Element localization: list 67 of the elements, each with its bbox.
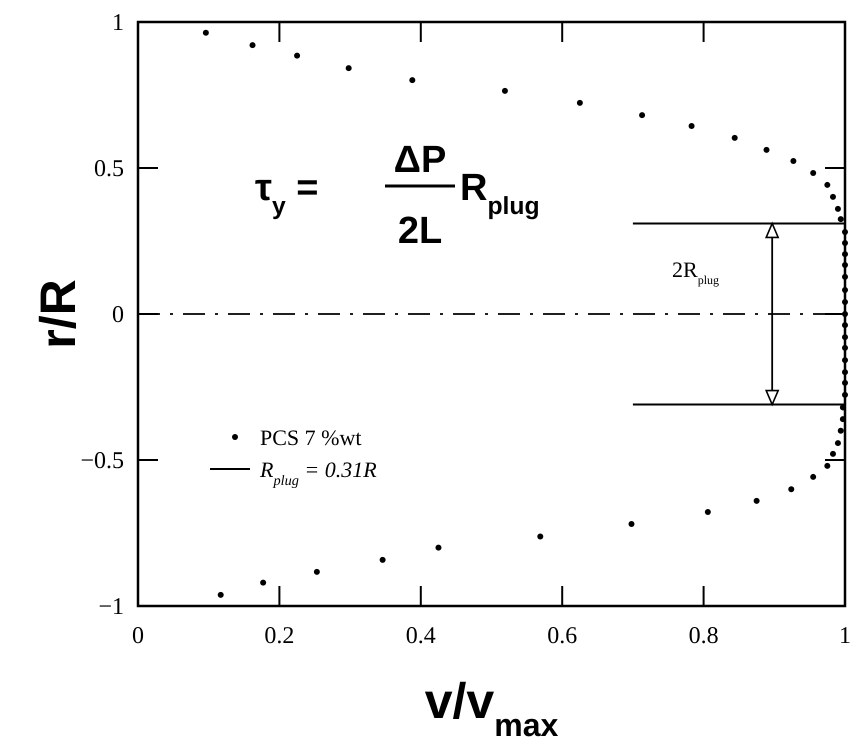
- point: [842, 380, 848, 386]
- point: [824, 462, 830, 469]
- point: [576, 100, 583, 106]
- point: [842, 392, 848, 398]
- y-axis-title: r/R: [30, 279, 86, 349]
- point: [810, 170, 816, 176]
- y-tick-label: −1: [98, 594, 124, 620]
- point: [639, 112, 646, 118]
- annotation: τ$_{y}$ =: [255, 167, 318, 220]
- point: [830, 450, 836, 457]
- point: [537, 534, 544, 540]
- point: [842, 240, 848, 246]
- point: [732, 134, 738, 141]
- point: [294, 52, 300, 59]
- point: [842, 357, 848, 364]
- point: [830, 194, 836, 200]
- point: [834, 440, 841, 446]
- point: [824, 182, 830, 188]
- x-tick-label: 0.4: [406, 623, 436, 649]
- point: [346, 65, 352, 72]
- point: [842, 334, 848, 340]
- point: [218, 592, 224, 598]
- point: [842, 262, 848, 268]
- annotation: 2R$_{plug}$: [672, 257, 720, 287]
- y-tick-label: 0: [112, 302, 124, 328]
- legend-label: PCS 7 %wt: [260, 425, 362, 450]
- x-tick-label: 0.6: [547, 623, 578, 649]
- point: [202, 30, 209, 36]
- point: [764, 146, 770, 153]
- point: [260, 580, 266, 586]
- annotation: 2L: [398, 210, 442, 252]
- point: [842, 251, 848, 258]
- legend-label: R$_{plug}$ = 0.31R: [259, 457, 378, 489]
- x-tick-label: 0: [132, 623, 144, 649]
- point: [842, 311, 848, 317]
- point: [810, 474, 816, 480]
- x-axis-title: v/v$_{max}$: [424, 673, 558, 743]
- annotation: R$_{plug}$: [460, 167, 540, 220]
- point: [688, 122, 695, 129]
- point: [754, 498, 760, 504]
- point: [842, 228, 848, 235]
- y-tick-label: −0.5: [80, 448, 124, 474]
- point: [790, 158, 796, 164]
- point: [842, 369, 848, 376]
- point: [502, 88, 508, 94]
- annotation: ΔP: [394, 139, 446, 181]
- point: [380, 556, 386, 563]
- x-tick-label: 0.8: [688, 623, 719, 649]
- point: [842, 287, 848, 294]
- point: [628, 520, 634, 527]
- point: [838, 428, 844, 434]
- point: [250, 42, 256, 48]
- y-tick-label: 0.5: [94, 156, 124, 182]
- point: [435, 544, 442, 551]
- point: [704, 508, 711, 515]
- point: [834, 206, 841, 212]
- y-tick-label: 1: [112, 10, 124, 36]
- point: [842, 322, 848, 328]
- point: [788, 486, 794, 492]
- x-tick-label: 1: [839, 623, 851, 649]
- point: [842, 299, 848, 306]
- point: [842, 344, 848, 351]
- x-tick-label: 0.2: [264, 623, 294, 649]
- point: [842, 274, 848, 280]
- point: [838, 216, 844, 222]
- point: [409, 77, 416, 84]
- point: [314, 568, 320, 575]
